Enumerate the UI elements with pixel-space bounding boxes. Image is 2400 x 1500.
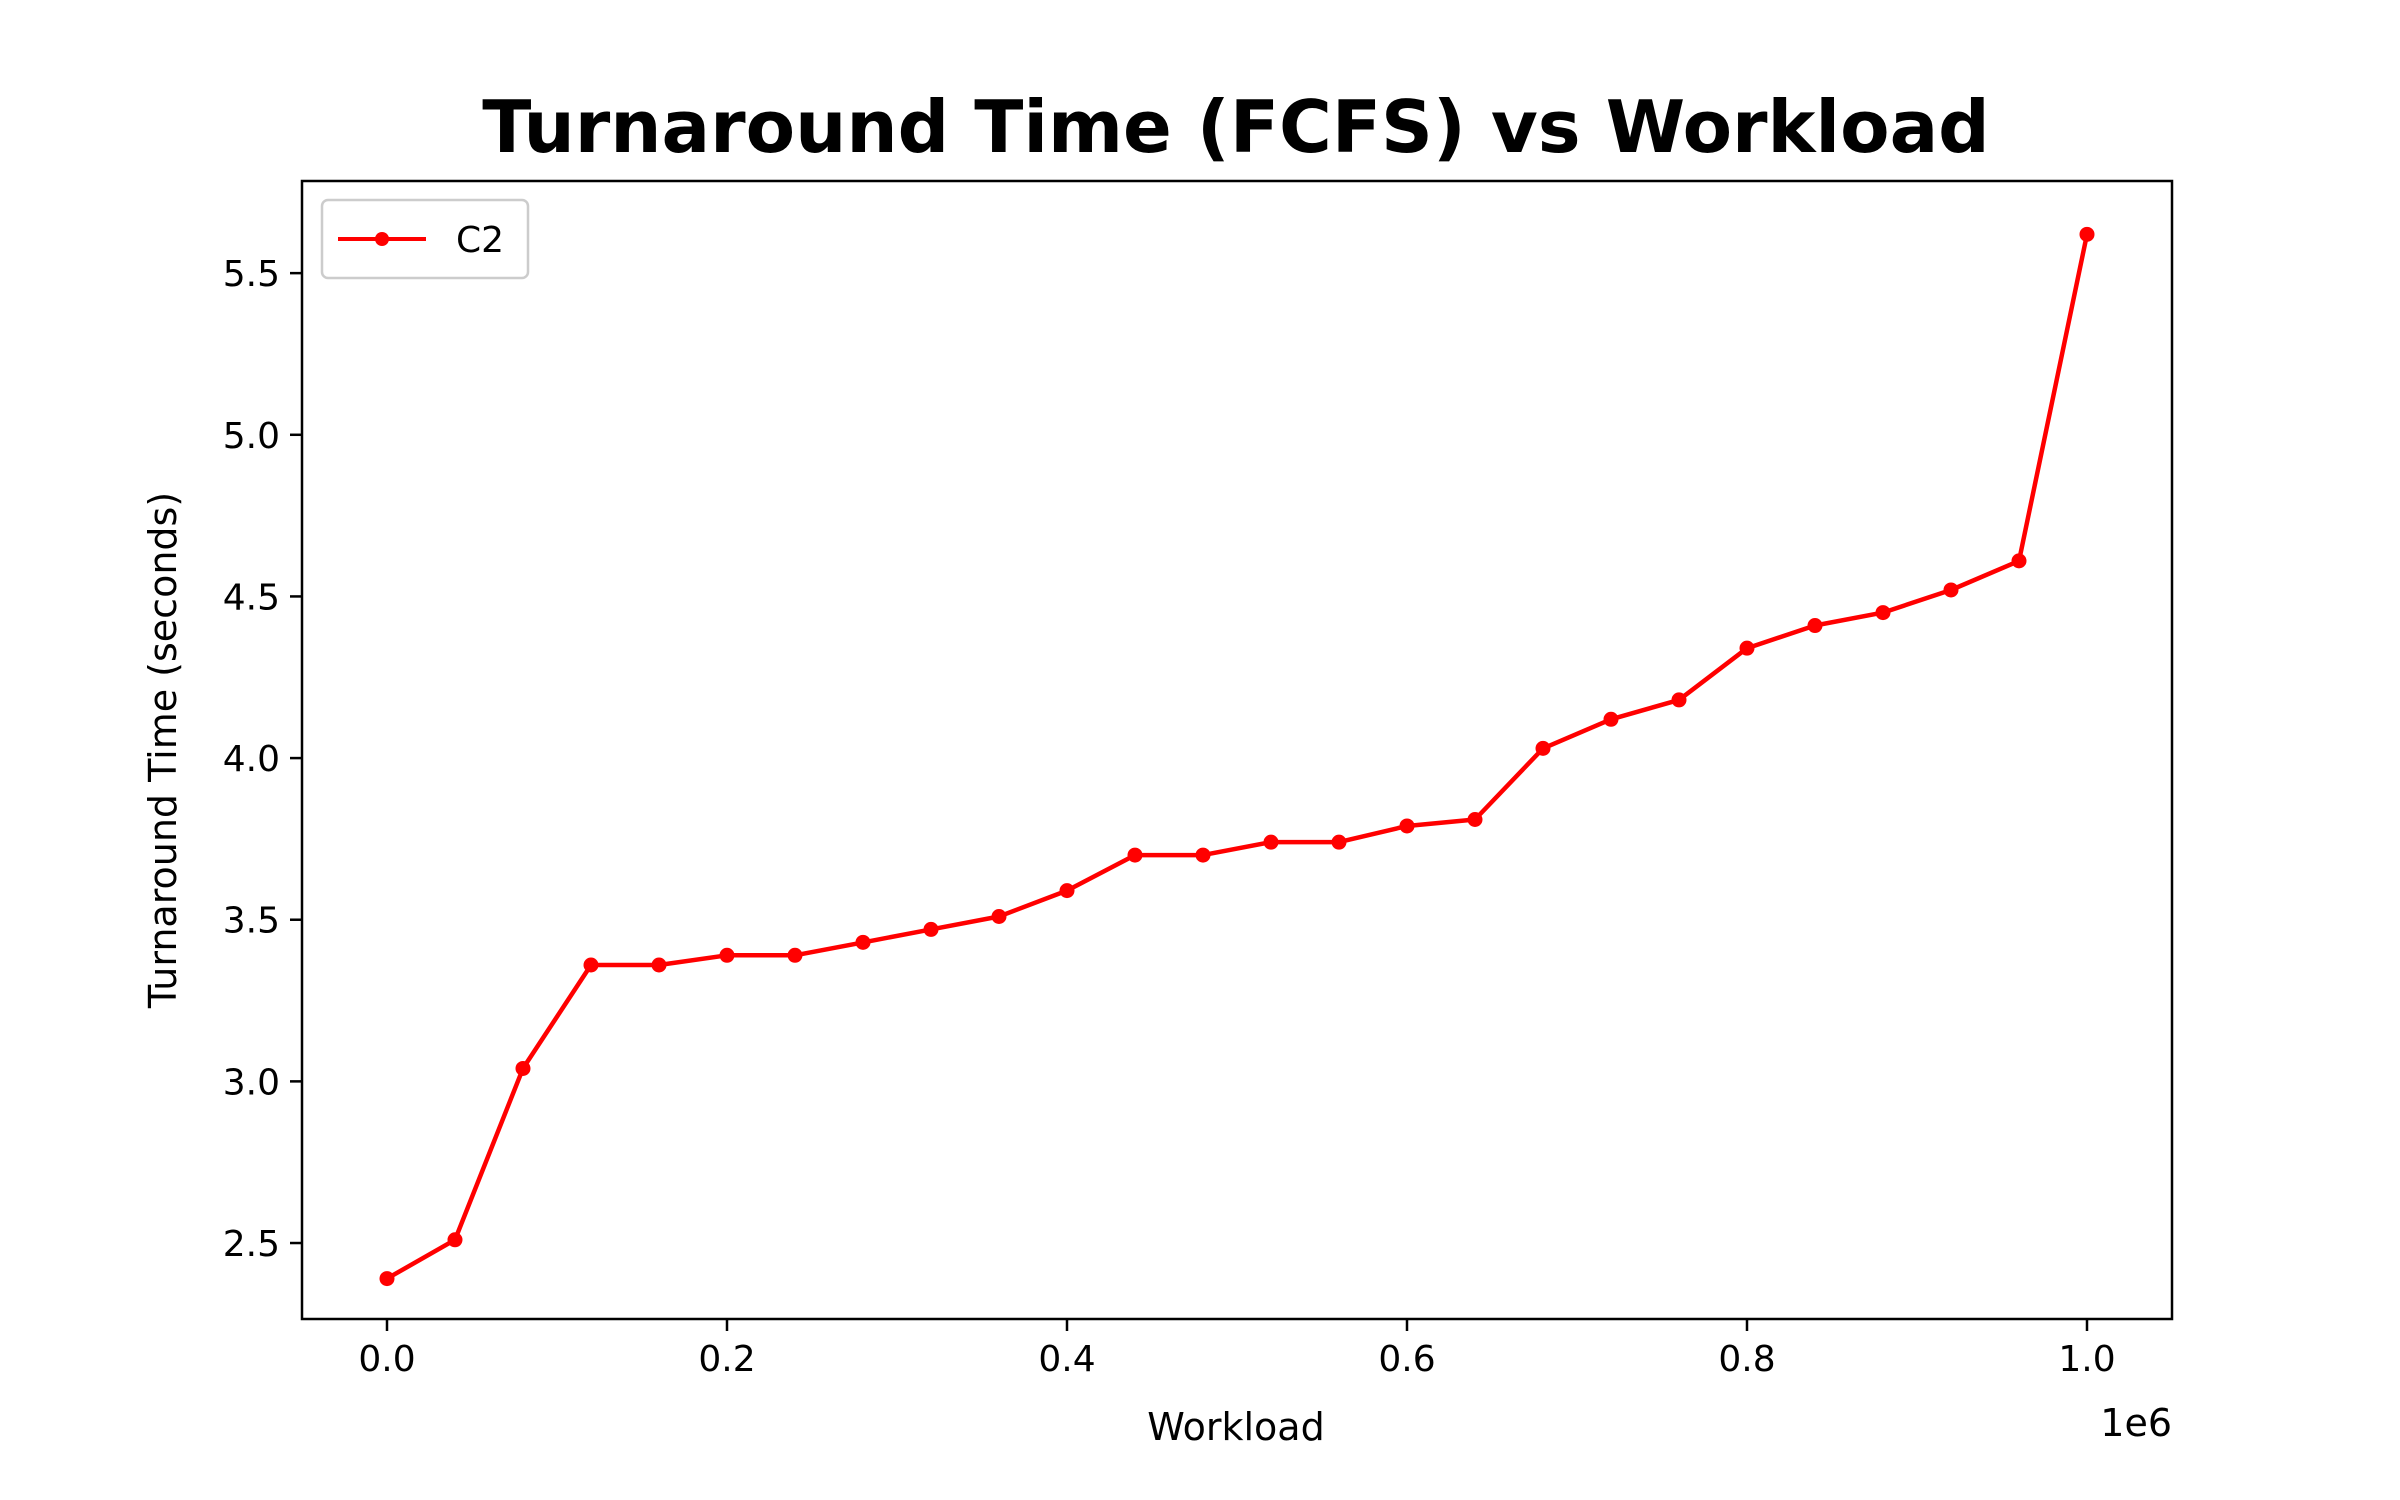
data-point — [1671, 692, 1687, 708]
data-point — [583, 957, 599, 973]
y-tick-label: 5.5 — [223, 254, 280, 295]
y-tick-label: 5.0 — [223, 416, 280, 457]
legend: C2 — [320, 198, 530, 280]
series-layer — [379, 226, 2095, 1287]
data-point — [1195, 847, 1211, 863]
data-point — [1603, 711, 1619, 727]
data-point — [923, 921, 939, 937]
data-point — [1467, 812, 1483, 828]
x-tick-label: 0.2 — [698, 1339, 755, 1380]
data-point — [379, 1271, 395, 1287]
data-point — [1127, 847, 1143, 863]
data-point — [515, 1060, 531, 1076]
data-point — [1263, 834, 1279, 850]
y-tick-label: 2.5 — [223, 1224, 280, 1265]
data-point — [2011, 553, 2027, 569]
x-tick-label: 1.0 — [2058, 1339, 2115, 1380]
legend-marker-c2 — [375, 232, 389, 246]
legend-label-c2: C2 — [456, 220, 504, 261]
data-point — [1331, 834, 1347, 850]
y-tick-label: 4.0 — [223, 739, 280, 780]
data-point — [1059, 883, 1075, 899]
x-tick-label: 0.6 — [1378, 1339, 1435, 1380]
data-point — [1535, 740, 1551, 756]
data-point — [1943, 582, 1959, 598]
data-point — [991, 908, 1007, 924]
data-point — [651, 957, 667, 973]
x-axis: 0.0 0.2 0.4 0.6 0.8 1.0 — [358, 1319, 2116, 1380]
x-axis-label: Workload — [1147, 1405, 1324, 1449]
data-point — [1807, 618, 1823, 634]
data-point — [719, 947, 735, 963]
data-point — [1739, 640, 1755, 656]
data-point — [2079, 226, 2095, 242]
x-tick-label: 0.4 — [1038, 1339, 1095, 1380]
data-point — [787, 947, 803, 963]
x-axis-offset-label: 1e6 — [2100, 1401, 2172, 1445]
y-axis-label: Turnaround Time (seconds) — [141, 492, 185, 1009]
y-tick-label: 4.5 — [223, 577, 280, 618]
y-axis: 2.5 3.0 3.5 4.0 4.5 5.0 5.5 — [223, 254, 302, 1265]
y-tick-label: 3.0 — [223, 1062, 280, 1103]
data-point — [447, 1232, 463, 1248]
chart-title: Turnaround Time (FCFS) vs Workload — [482, 85, 1989, 169]
x-tick-label: 0.0 — [358, 1339, 415, 1380]
x-tick-label: 0.8 — [1718, 1339, 1775, 1380]
data-point — [855, 934, 871, 950]
data-point — [1875, 605, 1891, 621]
series-line-c2 — [385, 233, 2090, 1281]
plot-area — [300, 179, 2174, 1321]
y-tick-label: 3.5 — [223, 901, 280, 942]
data-point — [1399, 818, 1415, 834]
